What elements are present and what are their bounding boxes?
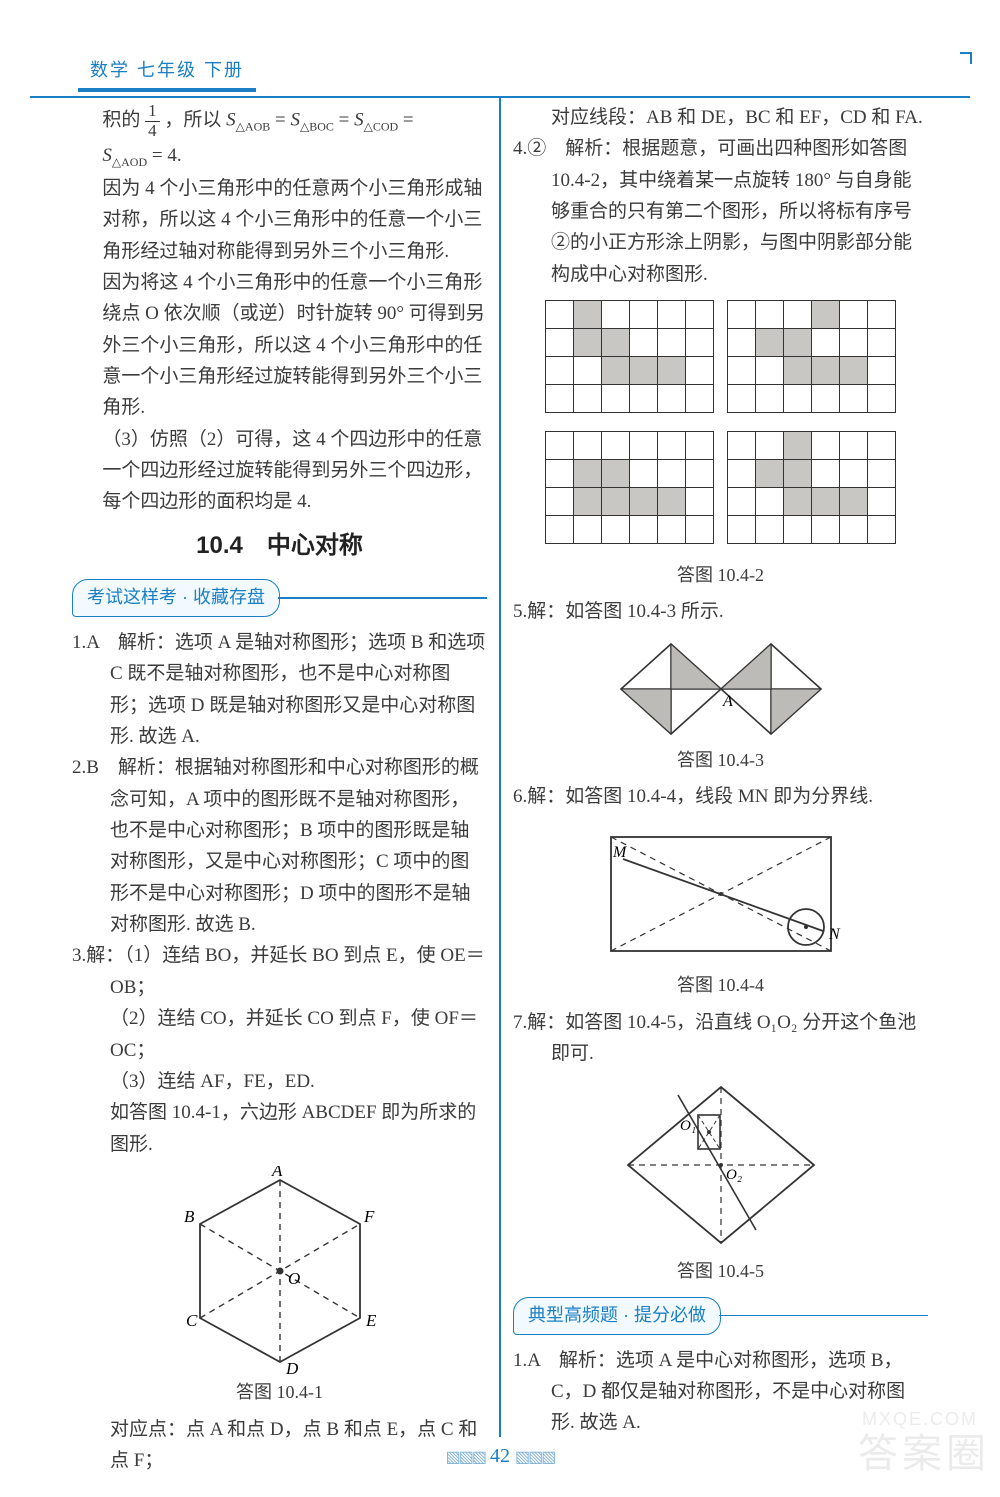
- sub: △AOD: [112, 155, 147, 169]
- rect-svg: M N: [591, 819, 851, 969]
- sub: △BOC: [300, 119, 334, 133]
- fig3-caption: 答图 10.4-3: [513, 746, 928, 776]
- lbl-O: O: [288, 1269, 300, 1288]
- r-p1: 对应线段：AB 和 DE，BC 和 EF，CD 和 FA.: [513, 102, 928, 133]
- box-line-2: [719, 1315, 928, 1317]
- t: 积的: [102, 110, 140, 131]
- r-q6: 6.解：如答图 10.4-4，线段 MN 即为分界线.: [513, 781, 928, 812]
- lbl-O1: O₁: [680, 1118, 696, 1134]
- eq: =: [339, 110, 354, 131]
- hexagon-svg: A F E D C B O: [160, 1166, 400, 1376]
- content-columns: 积的 1 4 ，所以 S△AOB = S△BOC = S△COD = S△AOD…: [60, 96, 940, 1437]
- fraction-1-4: 1 4: [145, 102, 160, 140]
- box-heading-2: 典型高频题 · 提分必做: [513, 1297, 928, 1335]
- r-q4: 4.② 解析：根据题意，可画出四种图形如答图 10.4-2，其中绕着某一点旋转 …: [513, 133, 928, 290]
- lbl-M: M: [612, 844, 628, 861]
- grid-2: [727, 300, 896, 413]
- lbl-C: C: [186, 1311, 198, 1330]
- q3a: 3.解：（1）连结 BO，并延长 BO 到点 E，使 OE＝OB；: [72, 940, 487, 1003]
- lbl-A: A: [271, 1166, 283, 1180]
- q2: 2.B 解析：根据轴对称图形和中心对称图形的概念可知，A 项中的图形既不是轴对称…: [72, 752, 487, 940]
- section-title: 10.4 中心对称: [72, 526, 487, 566]
- para-frac-2: S△AOD = 4.: [72, 140, 487, 173]
- lbl-A2: A: [722, 693, 733, 710]
- sub: △AOB: [236, 119, 271, 133]
- figure-bowtie: A 答图 10.4-3: [513, 634, 928, 776]
- watermark: 答案圈: [858, 1421, 990, 1487]
- figure-diamond: O₁ O₂ 答图 10.4-5: [513, 1075, 928, 1287]
- figure-hexagon: A F E D C B O 答图 10.4-1: [72, 1166, 487, 1408]
- r-q7: 7.解：如答图 10.4-5，沿直线 O₁O₂ 分开这个鱼池即可.: [513, 1007, 928, 1070]
- para-p3: 因为将这 4 个小三角形中的任意一个小三角形绕点 O 依次顺（或逆）时针旋转 9…: [72, 267, 487, 424]
- fig2-caption: 答图 10.4-2: [513, 561, 928, 591]
- page-header: 数学 七年级 下册: [30, 54, 970, 98]
- para-p2: 因为 4 个小三角形中的任意两个小三角形成轴对称，所以这 4 个小三角形中的任意…: [72, 173, 487, 267]
- fig1-caption: 答图 10.4-1: [72, 1378, 487, 1408]
- grid-4: [727, 431, 896, 544]
- frac-d: 4: [145, 122, 160, 141]
- header-title: 数学 七年级 下册: [78, 54, 256, 92]
- lbl-O2: O₂: [726, 1167, 742, 1183]
- page-number: ▧▧▧ 42 ▧▧▧: [0, 1440, 1000, 1473]
- q3b: （2）连结 CO，并延长 CO 到点 F，使 OF＝OC；: [72, 1003, 487, 1066]
- page-num-val: 42: [490, 1445, 510, 1467]
- q1: 1.A 解析：选项 A 是轴对称图形；选项 B 和选项 C 既不是轴对称图形，也…: [72, 627, 487, 752]
- box-tag: 考试这样考 · 收藏存盘: [72, 579, 280, 617]
- lbl-N: N: [828, 926, 841, 943]
- lbl-F: F: [363, 1207, 375, 1226]
- deco-r: ▧▧▧: [515, 1449, 554, 1466]
- header-corner: [960, 52, 972, 64]
- lbl-E: E: [365, 1311, 377, 1330]
- eq: =: [275, 110, 290, 131]
- sym-S: S: [290, 110, 300, 131]
- box-heading-1: 考试这样考 · 收藏存盘: [72, 579, 487, 617]
- bowtie-svg: A: [611, 634, 831, 744]
- sub: △COD: [364, 119, 399, 133]
- val4: 4.: [167, 145, 181, 166]
- sym-S: S: [226, 110, 236, 131]
- sym-S: S: [102, 145, 112, 166]
- figure-rect: M N 答图 10.4-4: [513, 819, 928, 1001]
- deco-l: ▧▧▧: [446, 1449, 485, 1466]
- para-p4: （3）仿照（2）可得，这 4 个四边形中的任意一个四边形经过旋转能得到另外三个四…: [72, 424, 487, 518]
- right-column: 对应线段：AB 和 DE，BC 和 EF，CD 和 FA. 4.② 解析：根据题…: [501, 96, 940, 1437]
- grid-3: [545, 431, 714, 544]
- t: ，所以: [164, 110, 226, 131]
- lbl-D: D: [285, 1359, 299, 1376]
- eq: =: [403, 110, 414, 131]
- box-tag-2: 典型高频题 · 提分必做: [513, 1297, 721, 1335]
- fig4-caption: 答图 10.4-4: [513, 971, 928, 1001]
- grid-1: [545, 300, 714, 413]
- diamond-svg: O₁ O₂: [616, 1075, 826, 1255]
- frac-n: 1: [145, 102, 160, 122]
- q3d: 如答图 10.4-1，六边形 ABCDEF 即为所求的图形.: [72, 1097, 487, 1160]
- figure-grids: 答图 10.4-2: [513, 296, 928, 590]
- left-column: 积的 1 4 ，所以 S△AOB = S△BOC = S△COD = S△AOD…: [60, 96, 499, 1437]
- fig5-caption: 答图 10.4-5: [513, 1257, 928, 1287]
- sym-S: S: [354, 110, 364, 131]
- para-frac: 积的 1 4 ，所以 S△AOB = S△BOC = S△COD =: [72, 102, 487, 140]
- eq: =: [152, 145, 167, 166]
- q3c: （3）连结 AF，FE，ED.: [72, 1066, 487, 1097]
- lbl-B: B: [184, 1207, 195, 1226]
- box-line: [278, 597, 487, 599]
- r-q5: 5.解：如答图 10.4-3 所示.: [513, 596, 928, 627]
